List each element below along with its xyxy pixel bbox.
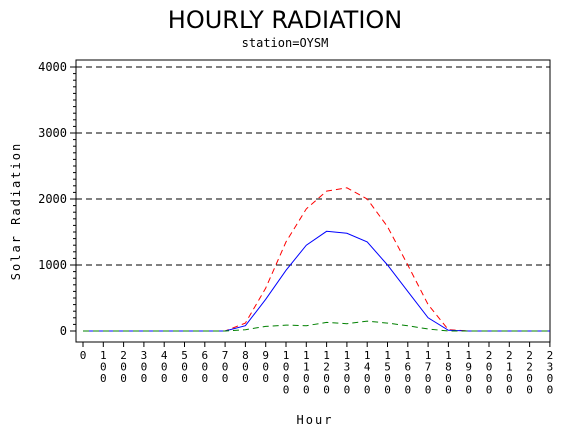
y-tick-label: 1000 xyxy=(38,258,67,272)
y-tick-label: 0 xyxy=(60,324,67,338)
series-line-0 xyxy=(83,187,550,332)
y-tick-label: 4000 xyxy=(38,60,67,74)
x-axis-label: Hour xyxy=(297,413,334,427)
y-tick-label: 3000 xyxy=(38,126,67,140)
y-tick-label: 2000 xyxy=(38,192,67,206)
x-tick-label: 0 xyxy=(80,349,87,362)
chart-title: HOURLY RADIATION xyxy=(167,6,403,34)
plot-frame xyxy=(75,59,551,343)
y-axis-label: Solar Radiation xyxy=(9,142,23,280)
chart-subtitle: station=OYSM xyxy=(241,36,329,50)
series-line-1 xyxy=(83,230,550,332)
series-line-2 xyxy=(83,320,550,332)
